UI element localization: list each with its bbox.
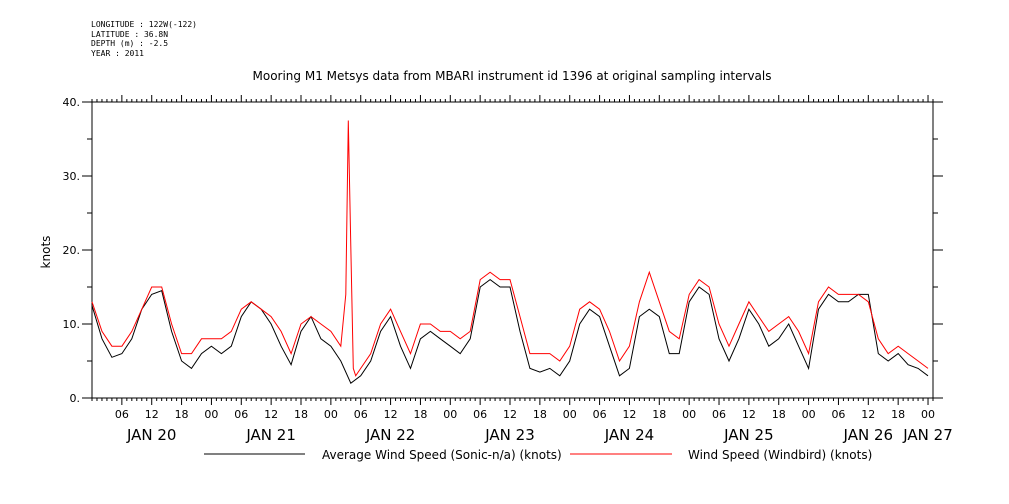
- year-label: YEAR : 2011: [91, 48, 144, 58]
- x-tick-label: 00: [921, 408, 935, 421]
- x-day-label: JAN 22: [365, 426, 416, 444]
- latitude-label: LATITUDE : 36.8N: [91, 29, 169, 39]
- x-tick-label: 06: [712, 408, 726, 421]
- station-metadata: LONGITUDE : 122W(-122) LATITUDE : 36.8N …: [91, 20, 197, 58]
- x-tick-label: 00: [682, 408, 696, 421]
- x-tick-label: 18: [413, 408, 427, 421]
- series-line-windbird-wind-speed: [91, 120, 929, 377]
- plot-frame: [91, 101, 934, 399]
- x-tick-label: 12: [861, 408, 875, 421]
- y-tick-label: 40.: [63, 96, 81, 109]
- y-tick-label: 30.: [63, 170, 81, 183]
- x-tick-label: 18: [294, 408, 308, 421]
- series-line-average-wind-speed: [91, 278, 929, 384]
- y-tick-label: 10.: [63, 318, 81, 331]
- x-tick-label: 18: [772, 408, 786, 421]
- x-tick-label: 12: [145, 408, 159, 421]
- x-day-label: JAN 24: [604, 426, 655, 444]
- x-day-label: JAN 20: [126, 426, 177, 444]
- legend-label-windbird: Wind Speed (Windbird) (knots): [688, 448, 872, 462]
- x-tick-label: 06: [354, 408, 368, 421]
- x-tick-label: 12: [384, 408, 398, 421]
- x-tick-label: 18: [652, 408, 666, 421]
- x-day-label: JAN 26: [843, 426, 894, 444]
- x-tick-label: 18: [891, 408, 905, 421]
- x-tick-label: 12: [622, 408, 636, 421]
- x-day-label: JAN 21: [245, 426, 296, 444]
- legend: Average Wind Speed (Sonic-n/a) (knots) W…: [204, 448, 872, 462]
- depth-label: DEPTH (m) : -2.5: [91, 39, 169, 48]
- x-tick-label: 00: [324, 408, 338, 421]
- x-tick-label: 00: [802, 408, 816, 421]
- x-tick-label: 18: [175, 408, 189, 421]
- x-tick-label: 12: [503, 408, 517, 421]
- x-tick-label: 06: [234, 408, 248, 421]
- legend-label-average: Average Wind Speed (Sonic-n/a) (knots): [322, 448, 562, 462]
- x-tick-label: 06: [593, 408, 607, 421]
- plot-axes: 06 12 18 00 06 12 18 00 06 12 18 00 06 12 18 00 06 12 18 00…: [63, 95, 953, 444]
- x-day-label: JAN 27: [902, 426, 953, 444]
- x-tick-label: 12: [264, 408, 278, 421]
- series-layer: [91, 120, 929, 384]
- x-tick-label: 12: [742, 408, 756, 421]
- x-tick-label: 06: [473, 408, 487, 421]
- x-tick-label: 00: [204, 408, 218, 421]
- x-tick-label: 00: [443, 408, 457, 421]
- x-tick-label: 00: [563, 408, 577, 421]
- x-day-label: JAN 25: [723, 426, 774, 444]
- x-tick-label: 18: [533, 408, 547, 421]
- chart-title: Mooring M1 Metsys data from MBARI instru…: [253, 69, 772, 83]
- x-tick-label: 06: [831, 408, 845, 421]
- x-day-label: JAN 23: [484, 426, 535, 444]
- y-axis-label: knots: [39, 236, 53, 269]
- y-tick-label: 0.: [70, 392, 81, 405]
- x-tick-label: 06: [115, 408, 129, 421]
- y-tick-label: 20.: [63, 244, 81, 257]
- longitude-label: LONGITUDE : 122W(-122): [91, 20, 197, 29]
